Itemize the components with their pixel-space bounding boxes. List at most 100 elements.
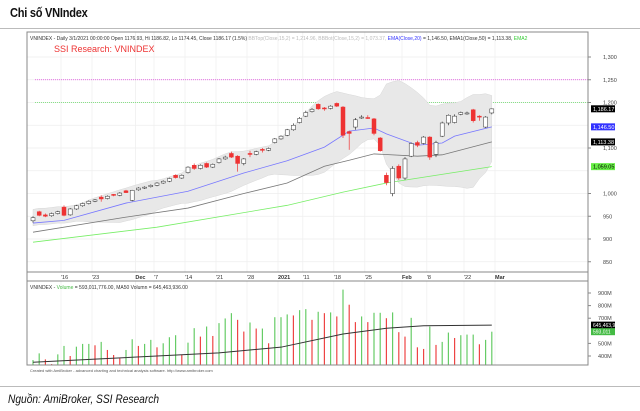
x-tick-label: '22 xyxy=(464,275,471,281)
candle-body xyxy=(353,119,358,128)
candle-body xyxy=(136,187,141,191)
volume-tag xyxy=(591,328,615,336)
candle-body xyxy=(117,192,123,196)
volume-tag xyxy=(591,321,615,329)
candle-body xyxy=(105,195,110,199)
x-tick-label: Mar xyxy=(495,275,506,281)
x-tick-label: Feb xyxy=(402,275,412,281)
candle-body xyxy=(464,112,470,115)
volume-tick-label: 700M xyxy=(598,316,612,322)
candle-body xyxy=(86,200,92,204)
volume-tick-label: 900M xyxy=(598,291,612,297)
candle-body xyxy=(284,129,290,136)
price-tag xyxy=(591,123,615,131)
candle-body xyxy=(55,211,61,214)
chart-frame xyxy=(26,31,589,366)
x-tick-label: '7 xyxy=(154,275,158,281)
candle-body xyxy=(489,108,495,114)
candle-body xyxy=(148,185,154,187)
candle-body xyxy=(198,165,203,169)
candle-body xyxy=(229,153,234,158)
candle-body xyxy=(377,137,383,151)
candle-body xyxy=(30,217,36,222)
candle-body xyxy=(43,214,48,217)
candle-body xyxy=(477,115,482,118)
price-tag-label: 1,113.38 xyxy=(593,140,614,146)
y-tick-label: 850 xyxy=(603,260,612,266)
candle-body xyxy=(160,180,166,184)
candle-body xyxy=(241,158,247,164)
x-tick-label: '28 xyxy=(247,275,254,281)
candle-body xyxy=(322,107,327,110)
ema50-line xyxy=(32,141,492,233)
candle-body xyxy=(49,213,54,217)
candle-body xyxy=(427,136,433,158)
candle-body xyxy=(154,182,160,186)
candle-body xyxy=(446,114,451,124)
y-tick-label: 950 xyxy=(603,214,612,220)
price-tag xyxy=(591,105,615,113)
x-tick-label: '11 xyxy=(303,275,310,281)
x-tick-label: '18 xyxy=(334,275,341,281)
candle-body xyxy=(204,163,209,168)
candle-body xyxy=(408,143,414,157)
candle-body xyxy=(253,151,259,155)
candle-body xyxy=(74,205,79,210)
candle-body xyxy=(421,136,426,144)
candle-body xyxy=(365,117,371,119)
ma50-volume-line xyxy=(32,324,492,363)
candle-body xyxy=(458,112,464,115)
candle-body xyxy=(272,138,278,143)
y-tick-label: 1,200 xyxy=(603,101,617,107)
candle-body xyxy=(334,103,340,107)
candle-body xyxy=(222,156,228,160)
candle-body xyxy=(179,175,185,179)
bottom-divider xyxy=(0,386,640,387)
x-tick-label: '14 xyxy=(185,275,192,281)
page-title: Chi số VNIndex xyxy=(10,5,88,20)
candle-body xyxy=(346,131,352,134)
candle-body xyxy=(191,165,197,169)
volume-tick-label: 800M xyxy=(598,304,612,310)
candle-body xyxy=(402,158,408,179)
volume-tick-label: 400M xyxy=(598,354,612,360)
candle-body xyxy=(359,116,364,119)
x-tick-label: '8 xyxy=(427,275,431,281)
candle-body xyxy=(185,166,191,173)
candle-body xyxy=(278,135,284,140)
x-tick-label: '23 xyxy=(92,275,99,281)
candle-body xyxy=(452,115,457,123)
y-tick-label: 900 xyxy=(603,237,612,243)
candle-body xyxy=(266,148,271,151)
candle-body xyxy=(291,125,296,131)
candle-body xyxy=(235,155,240,164)
x-tick-label: '16 xyxy=(61,275,68,281)
candle-body xyxy=(309,109,315,112)
candle-body xyxy=(129,190,135,201)
price-tag xyxy=(591,163,615,171)
chart-title: SSI Research: VNINDEX xyxy=(54,44,155,54)
y-tick-label: 1,300 xyxy=(603,55,617,61)
top-divider xyxy=(0,28,640,29)
axes: 850 900 950 1,000 1,100 1,200 1,250 1,300 '16 '23… xyxy=(61,55,617,360)
candle-body xyxy=(297,118,302,123)
candle-body xyxy=(371,118,377,134)
volume-bars xyxy=(32,289,493,365)
x-tick-label: Dec xyxy=(135,275,145,281)
volume-tag-label: 645,463,9 xyxy=(593,323,615,329)
candle-body xyxy=(216,158,222,163)
y-tick-label: 1,100 xyxy=(603,146,617,152)
candle-body xyxy=(415,142,420,146)
candle-body xyxy=(247,153,253,155)
candle-body xyxy=(210,164,216,168)
candle-body xyxy=(67,208,73,216)
candle-body xyxy=(167,178,172,182)
candles xyxy=(30,102,495,223)
candle-body xyxy=(396,165,402,179)
source-note: Nguồn: AmiBroker, SSI Research xyxy=(8,392,159,406)
candle-body xyxy=(483,116,488,128)
candle-body xyxy=(470,109,476,121)
candle-body xyxy=(36,211,42,216)
candle-body xyxy=(315,104,321,110)
candle-body xyxy=(340,106,346,136)
